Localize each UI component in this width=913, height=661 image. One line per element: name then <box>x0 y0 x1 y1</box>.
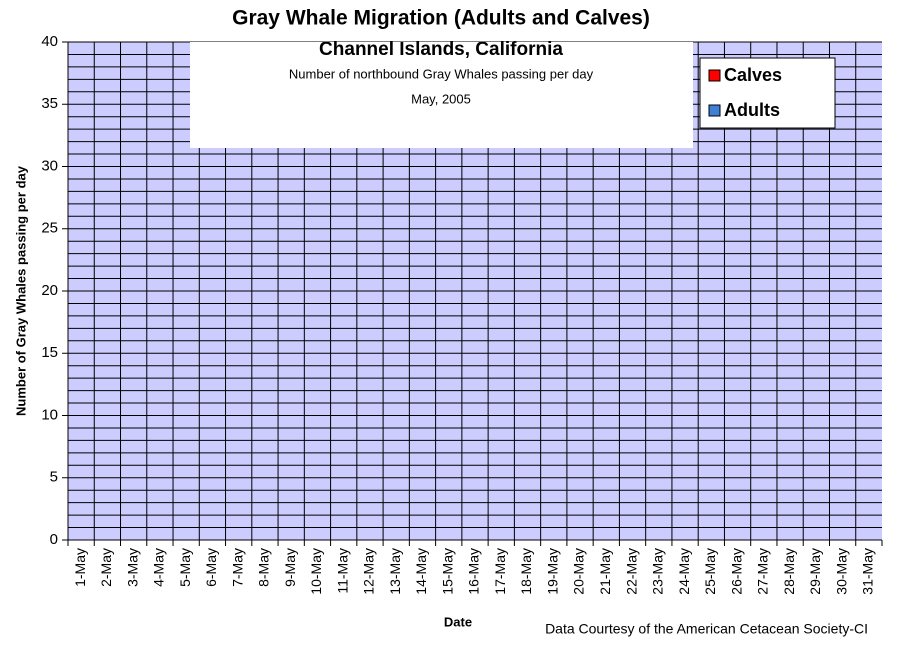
x-tick-label: 3-May <box>124 548 140 587</box>
y-tick-label: 5 <box>50 469 58 486</box>
x-tick-label: 20-May <box>571 548 587 595</box>
x-tick-label: 12-May <box>361 548 377 595</box>
annotation: Number of northbound Gray Whales passing… <box>289 66 594 81</box>
subtitle-box <box>190 42 693 148</box>
x-tick-label: 4-May <box>151 548 167 587</box>
y-tick-label: 25 <box>41 220 58 237</box>
x-tick-label: 17-May <box>492 548 508 595</box>
x-tick-label: 9-May <box>282 548 298 587</box>
x-tick-label: 5-May <box>177 548 193 587</box>
source-note: Data Courtesy of the American Cetacean S… <box>545 621 868 637</box>
y-tick-label: 10 <box>41 406 58 423</box>
x-tick-label: 31-May <box>860 548 876 595</box>
annotation: May, 2005 <box>411 91 471 106</box>
y-tick-label: 30 <box>41 157 58 174</box>
legend-label: Calves <box>724 65 782 85</box>
x-tick-label: 8-May <box>256 548 272 587</box>
y-tick-label: 35 <box>41 95 58 112</box>
x-tick-label: 24-May <box>676 548 692 595</box>
x-axis-label: Date <box>444 614 472 629</box>
x-tick-label: 30-May <box>833 548 849 595</box>
legend-swatch <box>708 104 721 117</box>
chart-title: Gray Whale Migration (Adults and Calves) <box>232 7 650 30</box>
x-tick-label: 23-May <box>650 548 666 595</box>
x-tick-label: 26-May <box>728 548 744 595</box>
y-tick-label: 0 <box>50 531 58 548</box>
x-tick-label: 13-May <box>387 548 403 595</box>
x-tick-label: 6-May <box>203 548 219 587</box>
x-tick-label: 19-May <box>544 548 560 595</box>
chart-subtitle: Channel Islands, California <box>319 39 563 60</box>
y-tick-label: 15 <box>41 344 58 361</box>
x-tick-label: 27-May <box>755 548 771 595</box>
x-tick-label: 1-May <box>72 548 88 587</box>
legend-swatch <box>708 69 721 82</box>
x-tick-label: 22-May <box>623 548 639 595</box>
x-tick-label: 7-May <box>229 548 245 587</box>
x-tick-label: 15-May <box>439 548 455 595</box>
x-tick-label: 16-May <box>466 548 482 595</box>
y-tick-label: 20 <box>41 282 58 299</box>
legend-box <box>699 57 836 129</box>
x-tick-label: 29-May <box>807 548 823 595</box>
x-tick-label: 25-May <box>702 548 718 595</box>
x-tick-label: 11-May <box>334 548 350 594</box>
y-tick-label: 40 <box>41 33 58 50</box>
x-tick-label: 10-May <box>308 548 324 595</box>
x-tick-label: 21-May <box>597 548 613 595</box>
y-axis-label: Number of Gray Whales passing per day <box>13 165 28 416</box>
x-tick-label: 28-May <box>781 548 797 595</box>
x-tick-label: 14-May <box>413 548 429 595</box>
x-tick-label: 2-May <box>98 548 114 587</box>
legend-label: Adults <box>724 100 780 120</box>
x-tick-label: 18-May <box>518 548 534 595</box>
